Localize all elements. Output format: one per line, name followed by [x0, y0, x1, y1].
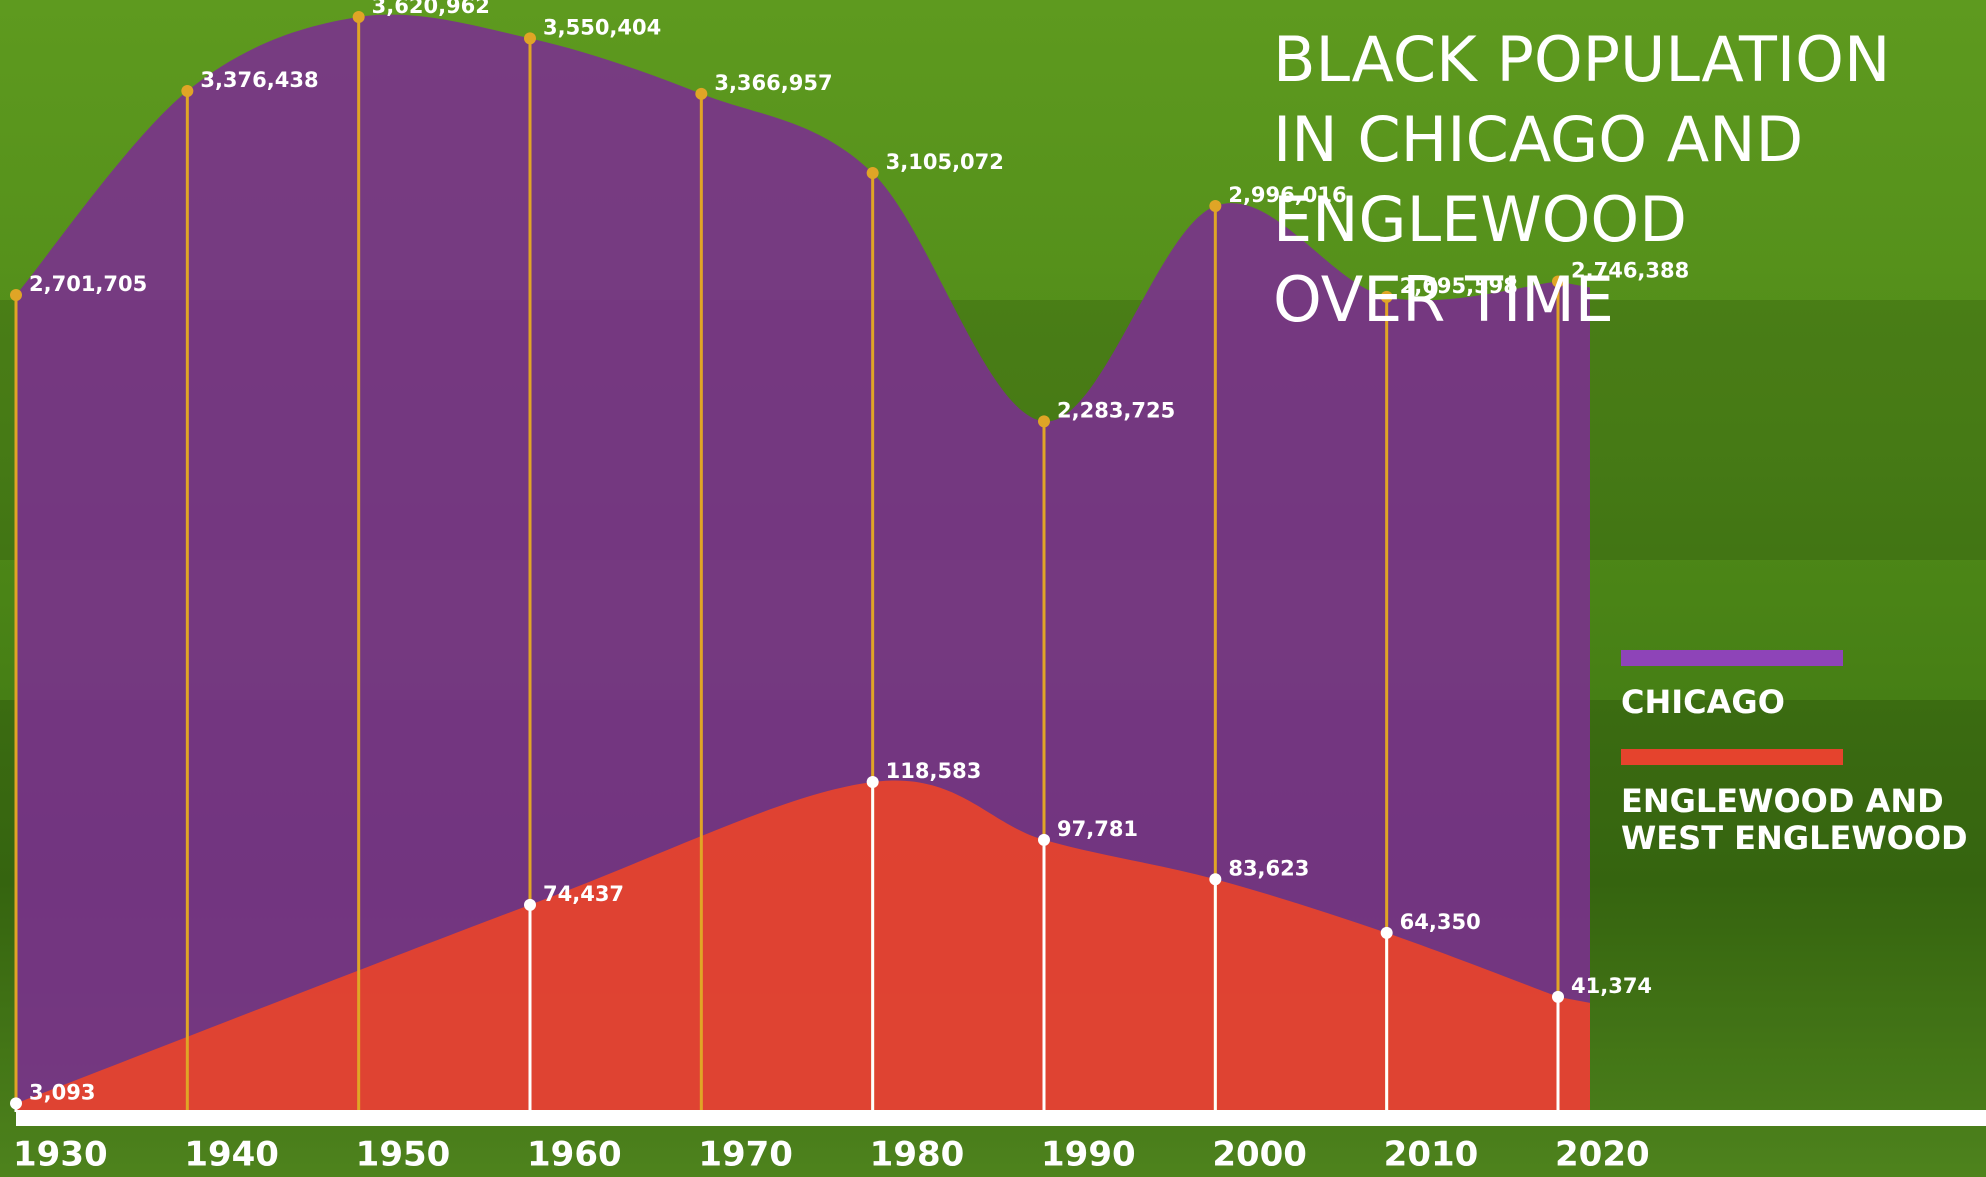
value-label: 2,701,705: [29, 272, 147, 296]
data-point: [353, 11, 365, 23]
x-tick-label: 1940: [184, 1135, 279, 1175]
title-line: BLACK POPULATION: [1273, 20, 1890, 100]
x-tick-label: 2010: [1384, 1135, 1479, 1175]
x-axis-line: [16, 1110, 1986, 1126]
x-tick-label: 1960: [527, 1135, 622, 1175]
data-point: [867, 167, 879, 179]
data-point: [1209, 873, 1221, 885]
x-tick-label: 1930: [13, 1135, 108, 1175]
legend: CHICAGO ENGLEWOOD AND WEST ENGLEWOOD: [1621, 650, 1983, 885]
value-label: 3,550,404: [543, 15, 661, 39]
data-point: [1381, 927, 1393, 939]
value-label: 3,366,957: [714, 71, 832, 95]
data-point: [1552, 991, 1564, 1003]
value-label: 3,105,072: [886, 150, 1004, 174]
x-tick-label: 1980: [870, 1135, 965, 1175]
page: 2,701,705 3,376,438 3,620,962 3,550,404 3,36…: [0, 0, 1986, 1177]
x-tick-label: 1950: [356, 1135, 451, 1175]
value-label: 3,093: [29, 1080, 95, 1104]
data-point: [181, 85, 193, 97]
x-tick-label: 2000: [1212, 1135, 1307, 1175]
title-line: ENGLEWOOD: [1273, 180, 1890, 260]
legend-label: CHICAGO: [1621, 684, 1983, 721]
x-tick-label: 1990: [1041, 1135, 1136, 1175]
data-point: [867, 776, 879, 788]
value-label: 2,283,725: [1057, 398, 1175, 422]
data-point: [1209, 200, 1221, 212]
value-label: 3,620,962: [372, 0, 490, 18]
data-point: [1038, 415, 1050, 427]
legend-swatch: [1621, 749, 1843, 765]
title-line: OVER TIME: [1273, 260, 1890, 340]
value-label: 83,623: [1228, 856, 1309, 880]
legend-label: ENGLEWOOD AND WEST ENGLEWOOD: [1621, 783, 1983, 857]
data-point: [10, 1097, 22, 1109]
data-point: [695, 88, 707, 100]
value-label: 74,437: [543, 882, 624, 906]
value-label: 41,374: [1571, 974, 1652, 998]
value-label: 97,781: [1057, 817, 1138, 841]
x-tick-label: 2020: [1555, 1135, 1650, 1175]
data-point: [524, 899, 536, 911]
value-label: 3,376,438: [200, 68, 318, 92]
data-point: [10, 289, 22, 301]
legend-swatch: [1621, 650, 1843, 666]
data-point: [1038, 834, 1050, 846]
value-label: 118,583: [886, 759, 982, 783]
title-line: IN CHICAGO AND: [1273, 100, 1890, 180]
value-label: 64,350: [1400, 910, 1481, 934]
data-point: [524, 32, 536, 44]
x-tick-label: 1970: [698, 1135, 793, 1175]
